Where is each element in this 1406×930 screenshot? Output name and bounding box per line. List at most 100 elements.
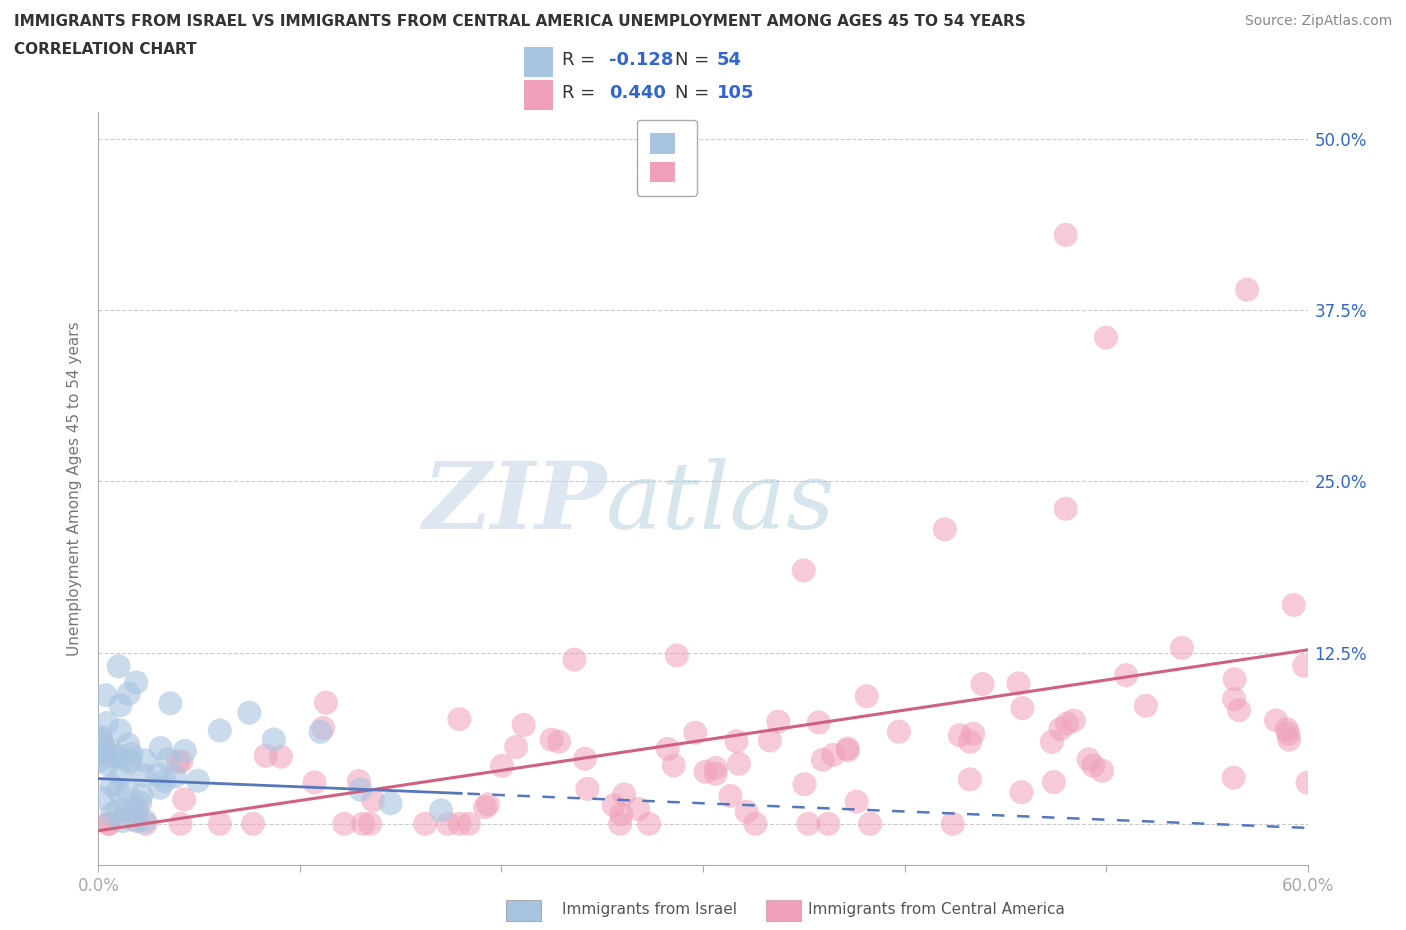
Point — [111, 814, 134, 829]
Text: 0.440: 0.440 — [609, 84, 665, 102]
Text: N =: N = — [675, 84, 709, 102]
Point — [208, 723, 231, 737]
Point — [361, 792, 384, 807]
Legend: , : , — [637, 120, 697, 195]
Point — [89, 730, 111, 745]
Point — [823, 748, 845, 763]
Point — [94, 743, 117, 758]
Text: N =: N = — [675, 51, 709, 70]
Point — [169, 817, 191, 831]
Point — [855, 689, 877, 704]
Y-axis label: Unemployment Among Ages 45 to 54 years: Unemployment Among Ages 45 to 54 years — [67, 321, 83, 656]
Point — [627, 802, 650, 817]
Point — [98, 749, 121, 764]
Point — [949, 728, 972, 743]
Point — [94, 687, 117, 702]
Point — [934, 522, 956, 537]
Point — [97, 817, 120, 831]
Point — [859, 817, 882, 831]
Point — [1296, 776, 1319, 790]
Point — [735, 804, 758, 819]
Point — [101, 807, 124, 822]
Point — [1227, 703, 1250, 718]
Point — [959, 735, 981, 750]
Point — [1277, 726, 1299, 741]
Point — [1135, 698, 1157, 713]
Text: ZIP: ZIP — [422, 458, 606, 549]
Point — [613, 787, 636, 802]
Point — [505, 739, 527, 754]
Point — [564, 652, 586, 667]
Point — [315, 696, 337, 711]
Point — [768, 714, 790, 729]
Point — [797, 817, 820, 831]
Point — [254, 749, 277, 764]
Point — [114, 804, 136, 818]
Point — [107, 658, 129, 673]
Point — [942, 817, 965, 831]
Point — [1007, 676, 1029, 691]
Point — [793, 777, 815, 791]
Point — [97, 757, 120, 772]
Point — [100, 777, 122, 792]
Point — [413, 817, 436, 831]
Point — [98, 817, 121, 831]
Point — [725, 734, 748, 749]
Point — [118, 752, 141, 767]
Point — [333, 817, 356, 831]
Point — [105, 804, 128, 818]
Point — [1278, 732, 1301, 747]
Point — [153, 774, 176, 789]
Point — [125, 675, 148, 690]
Point — [120, 747, 142, 762]
Point — [1049, 722, 1071, 737]
Point — [93, 738, 115, 753]
Point — [962, 726, 984, 741]
Point — [811, 752, 834, 767]
Point — [352, 817, 374, 831]
Point — [1236, 282, 1258, 297]
Point — [173, 791, 195, 806]
Point — [380, 796, 402, 811]
Point — [101, 745, 124, 760]
Point — [793, 563, 815, 578]
Point — [149, 740, 172, 755]
Text: CORRELATION CHART: CORRELATION CHART — [14, 42, 197, 57]
Point — [1054, 228, 1077, 243]
Point — [474, 800, 496, 815]
Point — [134, 753, 156, 768]
Point — [959, 772, 981, 787]
Point — [163, 769, 186, 784]
Point — [574, 751, 596, 766]
Point — [107, 783, 129, 798]
Point — [1011, 700, 1033, 715]
Point — [117, 737, 139, 752]
Point — [807, 715, 830, 730]
Point — [208, 817, 231, 831]
Point — [159, 696, 181, 711]
Point — [93, 790, 115, 805]
Point — [132, 768, 155, 783]
Point — [437, 817, 460, 831]
Point — [263, 732, 285, 747]
Point — [1083, 758, 1105, 773]
Point — [167, 755, 190, 770]
Point — [304, 775, 326, 790]
Point — [1294, 658, 1316, 673]
Point — [1095, 330, 1118, 345]
Text: -0.128: -0.128 — [609, 51, 673, 70]
Point — [683, 725, 706, 740]
Point — [1222, 770, 1244, 785]
Text: 54: 54 — [717, 51, 742, 70]
Point — [127, 801, 149, 816]
Point — [173, 743, 195, 758]
Text: Source: ZipAtlas.com: Source: ZipAtlas.com — [1244, 14, 1392, 28]
Point — [837, 741, 859, 756]
Point — [1275, 722, 1298, 737]
Text: Immigrants from Central America: Immigrants from Central America — [808, 902, 1066, 917]
Point — [610, 806, 633, 821]
Point — [91, 745, 114, 760]
Point — [491, 759, 513, 774]
Point — [134, 817, 156, 831]
Point — [127, 814, 149, 829]
